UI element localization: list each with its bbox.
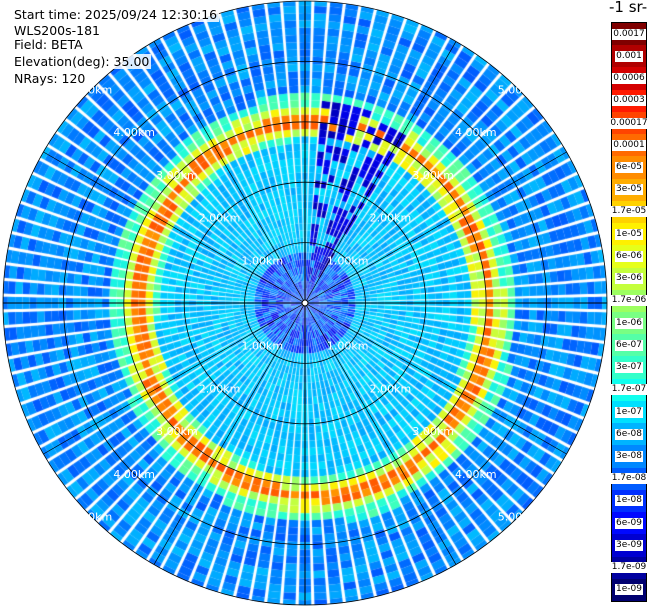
range-ring-labels: 1.00km 1.00km 1.00km 1.00km 2.00km 2.00km 2.00… <box>71 83 540 523</box>
colorbar-tick-label: 6e-06 <box>615 250 643 262</box>
range-ring-label: 1.00km <box>242 340 284 353</box>
range-ring-label: 2.00km <box>199 382 241 395</box>
azimuth-spoke <box>153 41 306 304</box>
azimuth-spoke <box>304 302 457 565</box>
azimuth-spoke <box>304 302 567 455</box>
colorbar-cell: 6e-06 <box>612 245 646 268</box>
colorbar-tick-label: 3e-09 <box>615 539 643 551</box>
colorbar-tick-label: 0.001 <box>615 50 643 62</box>
colorbar-tick-label: 3e-06 <box>615 273 643 285</box>
colorbar-tick-label: 6e-09 <box>615 517 643 529</box>
colorbar-cell: 0.0003 <box>612 89 646 112</box>
range-ring-label: 4.00km <box>113 126 155 139</box>
colorbar-cell: 6e-09 <box>612 512 646 535</box>
range-ring-label: 4.00km <box>455 468 497 481</box>
range-ring-label: 5.00km <box>498 511 540 524</box>
colorbar-tick-label: 1e-08 <box>615 495 643 507</box>
colorbar-tick-label: 1e-05 <box>615 228 643 240</box>
elevation-label: Elevation(deg): 35.00 <box>12 54 152 69</box>
colorbar-tick-label: 0.0001 <box>612 139 646 151</box>
ppi-overlay: 1.00km 1.00km 1.00km 1.00km 2.00km 2.00km 2.00… <box>2 0 608 606</box>
range-ring-label: 4.00km <box>113 468 155 481</box>
colorbar-tick-label: 6e-08 <box>615 428 643 440</box>
lidar-origin <box>301 299 309 307</box>
range-ring-label: 5.00km <box>498 83 540 96</box>
nrays-label: NRays: 120 <box>12 71 88 86</box>
range-ring-label: 2.00km <box>370 212 412 225</box>
field-label: Field: BETA <box>12 37 85 52</box>
range-ring-label: 3.00km <box>156 425 198 438</box>
colorbar-tick-label: 0.0006 <box>612 73 646 85</box>
colorbar-cell: 1e-05 <box>612 223 646 246</box>
colorbar-cell: 1e-07 <box>612 400 646 424</box>
colorbar-tick-label: 3e-05 <box>615 184 643 196</box>
range-ring-label: 5.00km <box>71 511 113 524</box>
colorbar-tick-label: 1.7e-09 <box>610 562 648 574</box>
colorbar-cell: 6e-05 <box>612 156 646 179</box>
colorbar-cell: 6e-07 <box>612 334 646 357</box>
colorbar-cell: 3e-05 <box>612 178 646 201</box>
colorbar-cell: 1.7e-09 <box>610 556 648 579</box>
range-ring-label: 1.00km <box>327 340 369 353</box>
colorbar-tick-label: 1e-06 <box>615 317 643 329</box>
instrument-label: WLS200s-181 <box>12 23 102 38</box>
range-ring-label: 1.00km <box>242 254 284 267</box>
colorbar-title: -1 sr- <box>609 0 648 16</box>
colorbar-cell: 1.7e-07 <box>610 378 648 401</box>
range-ring-label: 1.00km <box>327 254 369 267</box>
colorbar-cell: 3e-07 <box>612 356 646 379</box>
range-ring-label: 3.00km <box>412 169 454 182</box>
azimuth-spoke <box>304 41 457 304</box>
azimuth-spoke <box>304 151 567 304</box>
colorbar-cell: 0.00017 <box>609 111 649 135</box>
colorbar-tick-label: 0.0017 <box>612 28 646 40</box>
colorbar-cell: 0.0017 <box>612 23 646 46</box>
start-time-label: Start time: 2025/09/24 12:30:16 <box>12 7 220 22</box>
colorbar-tick-label: 0.00017 <box>609 117 649 129</box>
azimuth-spoke <box>43 151 306 304</box>
range-ring-label: 4.00km <box>455 126 497 139</box>
colorbar-cell: 1.7e-05 <box>610 200 648 224</box>
colorbar-tick-label: 1.7e-06 <box>610 295 648 307</box>
colorbar: 0.0017 0.001 0.0006 0.0003 0.00017 0.0001 6e-0… <box>609 22 649 602</box>
colorbar-tick-label: 1.7e-05 <box>610 206 648 218</box>
colorbar-cell: 1e-09 <box>612 578 646 601</box>
colorbar-cell: 3e-08 <box>612 445 646 468</box>
colorbar-cell: 1.7e-08 <box>610 467 648 490</box>
azimuth-spoke <box>153 302 306 565</box>
colorbar-cell: 1.7e-06 <box>610 289 648 312</box>
colorbar-tick-label: 6e-07 <box>615 339 643 351</box>
colorbar-tick-label: 3e-07 <box>615 362 643 374</box>
range-ring-label: 5.00km <box>71 83 113 96</box>
colorbar-tick-label: 1.7e-07 <box>610 384 648 396</box>
colorbar-cell: 0.0001 <box>612 134 646 157</box>
range-ring-label: 3.00km <box>412 425 454 438</box>
colorbar-cell: 1e-08 <box>612 489 646 513</box>
colorbar-tick-label: 6e-05 <box>615 161 643 173</box>
range-ring-label: 2.00km <box>199 212 241 225</box>
colorbar-cell: 0.001 <box>612 45 646 68</box>
colorbar-cell: 3e-06 <box>612 267 646 290</box>
range-ring-label: 2.00km <box>370 382 412 395</box>
colorbar-tick-label: 1e-07 <box>615 406 643 418</box>
colorbar-cell: 6e-08 <box>612 423 646 446</box>
colorbar-tick-label: 1.7e-08 <box>610 473 648 485</box>
colorbar-tick-label: 0.0003 <box>612 95 646 107</box>
colorbar-tick-label: 1e-09 <box>615 584 643 596</box>
azimuth-spokes <box>3 1 607 605</box>
colorbar-cell: 3e-09 <box>612 534 646 557</box>
azimuth-spoke <box>43 302 306 455</box>
colorbar-cell: 1e-06 <box>612 312 646 335</box>
colorbar-cell: 0.0006 <box>612 67 646 90</box>
range-ring-label: 3.00km <box>156 169 198 182</box>
colorbar-tick-label: 3e-08 <box>615 450 643 462</box>
